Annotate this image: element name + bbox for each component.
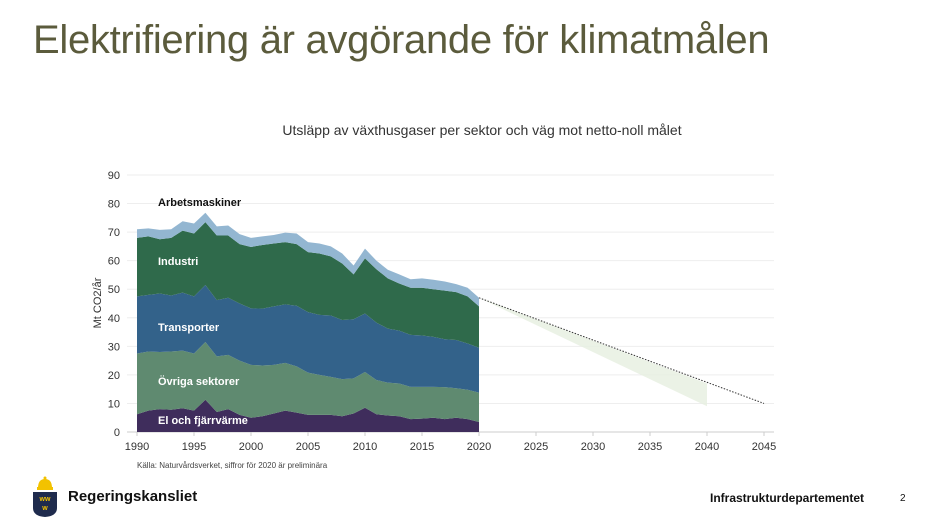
y-axis-ticks: 0 10 20 30 40 50 60 70 80 90	[108, 170, 120, 439]
series-label: Industri	[158, 256, 198, 268]
y-tick-label: 0	[114, 427, 120, 439]
x-tick-label: 2015	[410, 441, 434, 453]
x-tick-label: 1990	[125, 441, 149, 453]
x-tick-label: 2020	[467, 441, 491, 453]
chart-title: Utsläpp av växthusgaser per sektor och v…	[282, 122, 681, 138]
x-tick-label: 2045	[752, 441, 776, 453]
slide-title: Elektrifiering är avgörande för klimatmå…	[33, 18, 770, 62]
page-number: 2	[900, 493, 906, 504]
series-label: Arbetsmaskiner	[158, 197, 242, 209]
series-label: El och fjärrvärme	[158, 415, 248, 427]
projection-band-area	[479, 297, 707, 407]
area-övriga-sektorer	[137, 342, 479, 423]
y-tick-label: 20	[108, 370, 120, 382]
series-labels: El och fjärrvärme Övriga sektorer Transpor…	[158, 197, 248, 427]
stacked-areas	[137, 212, 479, 432]
x-axis-ticks: 1990 1995 2000 2005 2010 2015 2020 2025 2030 2035…	[125, 441, 776, 453]
y-tick-label: 30	[108, 341, 120, 353]
x-tick-label: 2025	[524, 441, 548, 453]
department-name: Infrastrukturdepartementet	[710, 491, 865, 505]
svg-text:ww: ww	[39, 496, 51, 503]
area-transporter	[137, 284, 479, 393]
series-label: Övriga sektorer	[158, 375, 240, 388]
y-tick-label: 50	[108, 284, 120, 296]
y-tick-label: 10	[108, 398, 120, 410]
y-tick-label: 80	[108, 199, 120, 211]
x-tick-label: 2000	[239, 441, 263, 453]
projection-line	[478, 297, 765, 404]
y-tick-label: 40	[108, 313, 120, 325]
projection-dotted-line	[478, 297, 765, 404]
government-crest-logo: ww w	[33, 476, 57, 517]
area-industri	[137, 222, 479, 348]
x-tick-label: 2040	[695, 441, 719, 453]
x-tick-label: 2010	[353, 441, 377, 453]
organization-name: Regeringskansliet	[68, 488, 198, 505]
x-tick-label: 1995	[182, 441, 206, 453]
x-tick-label: 2005	[296, 441, 320, 453]
projection-band	[479, 297, 707, 407]
series-label: Transporter	[158, 322, 220, 334]
x-tick-label: 2030	[581, 441, 605, 453]
y-tick-label: 90	[108, 170, 120, 182]
area-el-och-fjärrvärme	[137, 399, 479, 432]
y-tick-label: 60	[108, 256, 120, 268]
x-tick-label: 2035	[638, 441, 662, 453]
y-axis-label: Mt CO2/år	[92, 277, 104, 328]
y-tick-label: 70	[108, 227, 120, 239]
svg-text:w: w	[41, 505, 48, 512]
source-note: Källa: Naturvårdsverket, siffror för 202…	[137, 461, 328, 470]
